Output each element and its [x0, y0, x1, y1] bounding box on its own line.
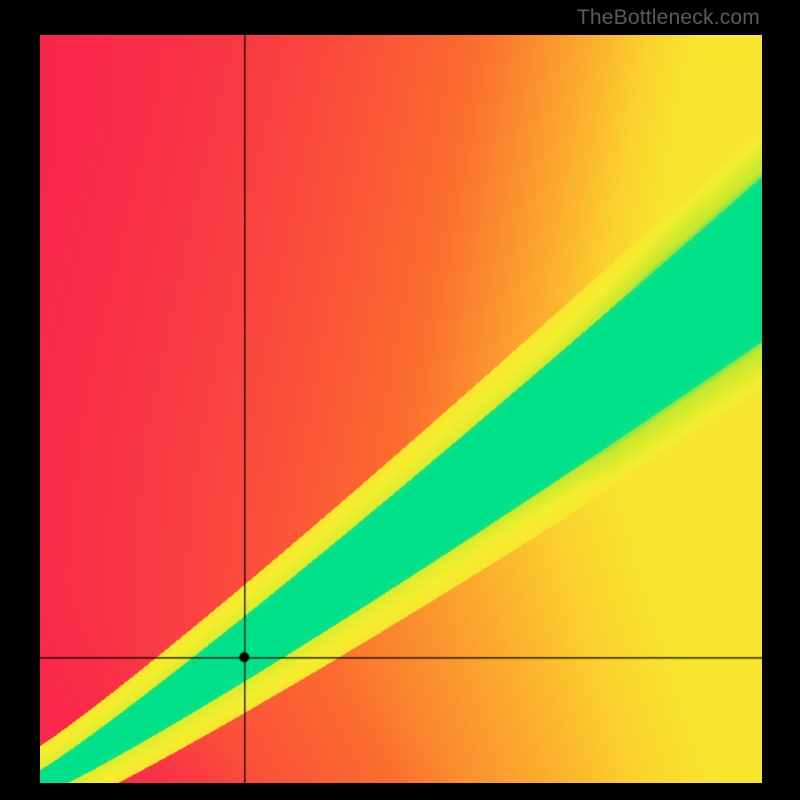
heatmap-plot: [40, 35, 762, 783]
watermark-text: TheBottleneck.com: [577, 6, 760, 30]
heatmap-canvas: [40, 35, 762, 783]
chart-frame: TheBottleneck.com: [0, 0, 800, 800]
